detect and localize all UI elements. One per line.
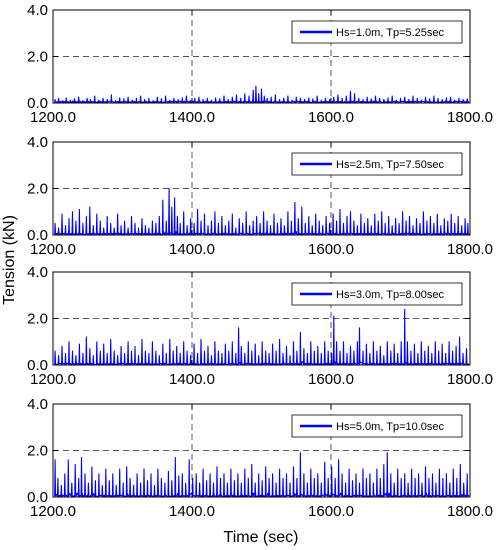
x-tick-label: 1400.0: [169, 241, 215, 258]
legend-label: Hs=2.5m, Tp=7.50sec: [336, 159, 445, 171]
legend: Hs=5.0m, Tp=10.0sec: [291, 414, 463, 438]
x-tick-label: 1200.0: [30, 371, 76, 388]
y-tick-label: 0.0: [27, 489, 48, 506]
panel-4: 0.0 2.0 4.0 1200.0 1400.0 1600.0 1800.0 Hs=5.0m…: [27, 396, 493, 520]
series-line: [54, 187, 470, 236]
y-tick-label: 4.0: [27, 396, 48, 413]
x-axis-label: Time (sec): [224, 529, 299, 546]
legend: Hs=3.0m, Tp=8.00sec: [291, 282, 463, 306]
series-line: [54, 85, 470, 104]
x-tick-label: 1800.0: [447, 109, 493, 126]
legend-box: [291, 414, 463, 438]
y-tick-label: 4.0: [27, 2, 48, 19]
y-tick-label: 4.0: [27, 134, 48, 151]
x-tick-label: 1800.0: [447, 241, 493, 258]
panel-3: 0.0 2.0 4.0 1200.0 1400.0 1600.0 1800.0 Hs=3.0m…: [27, 264, 493, 388]
legend-box: [291, 20, 463, 44]
panel-2: 0.0 2.0 4.0 1200.0 1400.0 1600.0 1800.0 Hs=2.5m…: [27, 134, 493, 258]
y-tick-label: 0.0: [27, 357, 48, 374]
x-tick-label: 1600.0: [308, 241, 354, 258]
legend-box: [291, 282, 463, 306]
x-tick-label: 1600.0: [308, 503, 354, 520]
x-tick-label: 1600.0: [308, 371, 354, 388]
y-tick-label: 4.0: [27, 264, 48, 281]
x-tick-label: 1800.0: [447, 371, 493, 388]
x-tick-label: 1600.0: [308, 109, 354, 126]
x-tick-label: 1400.0: [169, 503, 215, 520]
panel-1: 0.0 2.0 4.0 1200.0 1400.0 1600.0 1800.0 Hs=1.0m…: [27, 2, 493, 126]
y-tick-label: 0.0: [27, 227, 48, 244]
legend-label: Hs=1.0m, Tp=5.25sec: [336, 27, 445, 39]
y-tick-label: 2.0: [27, 443, 48, 460]
y-tick-label: 2.0: [27, 311, 48, 328]
x-tick-label: 1200.0: [30, 241, 76, 258]
series-line: [54, 308, 470, 366]
y-tick-label: 2.0: [27, 49, 48, 66]
legend-label: Hs=5.0m, Tp=10.0sec: [336, 421, 445, 433]
series-line: [54, 452, 470, 498]
y-tick-label: 2.0: [27, 181, 48, 198]
x-tick-label: 1800.0: [447, 503, 493, 520]
x-tick-label: 1400.0: [169, 371, 215, 388]
x-tick-label: 1200.0: [30, 109, 76, 126]
x-tick-label: 1200.0: [30, 503, 76, 520]
y-tick-label: 0.0: [27, 95, 48, 112]
y-axis-label: Tension (kN): [1, 215, 18, 305]
x-tick-label: 1400.0: [169, 109, 215, 126]
legend-label: Hs=3.0m, Tp=8.00sec: [336, 289, 445, 301]
legend: Hs=1.0m, Tp=5.25sec: [291, 20, 463, 44]
legend: Hs=2.5m, Tp=7.50sec: [291, 152, 463, 176]
legend-box: [291, 152, 463, 176]
